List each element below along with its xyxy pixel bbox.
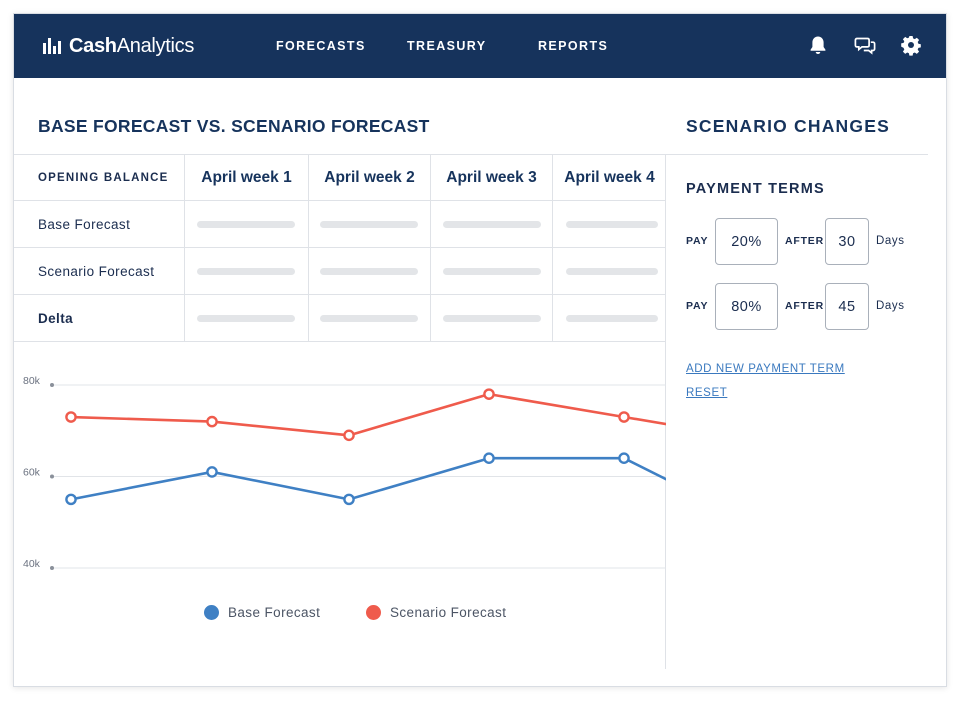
column-divider — [184, 154, 185, 342]
legend-label-base: Base Forecast — [228, 605, 321, 620]
panel-divider — [665, 154, 666, 669]
placeholder-bar — [443, 315, 541, 322]
add-payment-term-link[interactable]: ADD NEW PAYMENT TERM — [686, 363, 845, 375]
after-label: AFTER — [785, 300, 824, 312]
bell-icon[interactable] — [807, 34, 829, 56]
forecast-title: BASE FORECAST VS. SCENARIO FORECAST — [38, 116, 430, 136]
nav-treasury[interactable]: TREASURY — [407, 39, 487, 53]
pay-percent-input-2[interactable]: 80% — [715, 283, 778, 330]
y-tick-label: 40k — [23, 558, 41, 570]
placeholder-bar — [566, 268, 658, 275]
chart-canvas: 80k 60k 40k — [23, 375, 666, 570]
column-header-week-3: April week 3 — [446, 169, 537, 186]
placeholder-bar — [566, 315, 658, 322]
data-point-scenario — [206, 415, 218, 428]
placeholder-bar — [197, 268, 295, 275]
legend-item-scenario: Scenario Forecast — [366, 605, 506, 620]
column-divider — [430, 154, 431, 342]
placeholder-bar — [443, 221, 541, 228]
chat-icon[interactable] — [854, 34, 876, 56]
row-label-scenario-forecast: Scenario Forecast — [38, 263, 155, 279]
tick-dot — [50, 383, 54, 387]
y-tick-label: 60k — [23, 467, 41, 479]
placeholder-bar — [320, 221, 418, 228]
opening-balance-header: OPENING BALANCE — [38, 172, 169, 184]
column-divider — [308, 154, 309, 342]
panel-title-rule — [666, 154, 928, 155]
data-point-base — [618, 452, 630, 464]
series-line-base — [70, 456, 666, 501]
data-point-scenario — [65, 411, 77, 423]
data-point-base — [483, 452, 495, 464]
row-label-delta: Delta — [38, 310, 74, 326]
days-label: Days — [876, 235, 905, 247]
legend-swatch-scenario — [366, 605, 381, 620]
data-point-scenario — [343, 429, 355, 442]
legend-swatch-base — [204, 605, 219, 620]
placeholder-bar — [197, 315, 295, 322]
placeholder-bar — [566, 221, 658, 228]
placeholder-bar — [197, 221, 295, 228]
column-header-week-2: April week 2 — [324, 169, 415, 186]
days-label: Days — [876, 300, 905, 312]
reset-link[interactable]: RESET — [686, 387, 728, 399]
column-header-week-1: April week 1 — [201, 169, 292, 186]
placeholder-bar — [320, 315, 418, 322]
logo-text: CashAnalytics — [69, 35, 194, 58]
after-days-input-1[interactable]: 30 — [825, 218, 869, 265]
tick-dot — [50, 566, 54, 570]
placeholder-bar — [443, 268, 541, 275]
row-label-base-forecast: Base Forecast — [38, 216, 131, 232]
data-point-scenario — [618, 411, 630, 423]
pay-percent-input-1[interactable]: 20% — [715, 218, 778, 265]
app-window: CashAnalytics FORECASTS TREASURY REPORTS… — [13, 13, 947, 687]
column-header-week-4: April week 4 — [564, 169, 655, 186]
logo[interactable]: CashAnalytics — [43, 34, 194, 58]
logo-text-light: Analytics — [116, 34, 195, 57]
nav-reports[interactable]: REPORTS — [538, 39, 609, 53]
forecast-chart: 80k 60k 40k — [14, 344, 666, 644]
table-row-delta: Delta — [14, 295, 666, 342]
data-point-base — [343, 493, 355, 506]
pay-label: PAY — [686, 235, 709, 247]
payment-terms-title: PAYMENT TERMS — [686, 181, 825, 197]
legend-item-base: Base Forecast — [204, 605, 320, 620]
scenario-changes-title: SCENARIO CHANGES — [686, 116, 890, 136]
data-point-base — [206, 466, 218, 478]
series-line-scenario — [70, 392, 666, 437]
top-navigation-bar: CashAnalytics FORECASTS TREASURY REPORTS — [14, 14, 946, 78]
nav-forecasts[interactable]: FORECASTS — [276, 39, 366, 53]
logo-bars-icon — [43, 38, 63, 54]
legend-label-scenario: Scenario Forecast — [390, 605, 507, 620]
gear-icon[interactable] — [900, 34, 922, 56]
pay-label: PAY — [686, 300, 709, 312]
after-days-input-2[interactable]: 45 — [825, 283, 869, 330]
logo-text-bold: Cash — [69, 34, 117, 57]
data-point-base — [65, 493, 77, 506]
y-tick-label: 80k — [23, 375, 41, 387]
column-divider — [552, 154, 553, 342]
table-header-row: OPENING BALANCE April week 1 April week … — [14, 154, 666, 201]
table-row-base: Base Forecast — [14, 201, 666, 248]
after-label: AFTER — [785, 235, 824, 247]
data-point-scenario — [483, 388, 495, 400]
table-row-scenario: Scenario Forecast — [14, 248, 666, 295]
tick-dot — [50, 474, 54, 479]
placeholder-bar — [320, 268, 418, 275]
